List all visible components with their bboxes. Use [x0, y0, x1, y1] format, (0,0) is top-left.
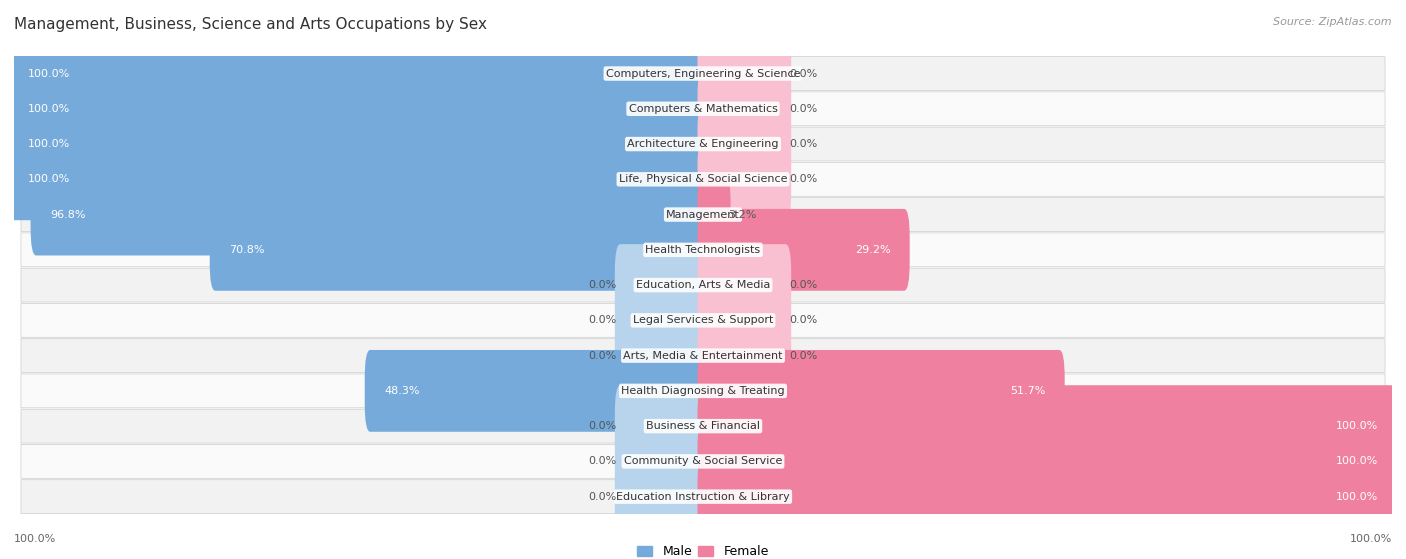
Text: Legal Services & Support: Legal Services & Support [633, 315, 773, 325]
FancyBboxPatch shape [31, 174, 709, 255]
Legend: Male, Female: Male, Female [633, 540, 773, 559]
FancyBboxPatch shape [614, 315, 709, 396]
FancyBboxPatch shape [697, 350, 1064, 432]
FancyBboxPatch shape [614, 420, 709, 503]
Text: Education Instruction & Library: Education Instruction & Library [616, 492, 790, 501]
Text: 0.0%: 0.0% [789, 350, 817, 361]
FancyBboxPatch shape [697, 456, 1398, 538]
FancyBboxPatch shape [697, 420, 1398, 503]
Text: Architecture & Engineering: Architecture & Engineering [627, 139, 779, 149]
FancyBboxPatch shape [21, 233, 1385, 267]
Text: Arts, Media & Entertainment: Arts, Media & Entertainment [623, 350, 783, 361]
FancyBboxPatch shape [21, 444, 1385, 479]
Text: 100.0%: 100.0% [28, 104, 70, 114]
FancyBboxPatch shape [21, 268, 1385, 302]
Text: 0.0%: 0.0% [789, 104, 817, 114]
Text: 0.0%: 0.0% [789, 174, 817, 184]
FancyBboxPatch shape [21, 92, 1385, 126]
Text: 100.0%: 100.0% [14, 534, 56, 544]
Text: Health Diagnosing & Treating: Health Diagnosing & Treating [621, 386, 785, 396]
Text: 0.0%: 0.0% [789, 280, 817, 290]
Text: 96.8%: 96.8% [49, 210, 86, 220]
Text: 0.0%: 0.0% [589, 456, 617, 466]
Text: Management, Business, Science and Arts Occupations by Sex: Management, Business, Science and Arts O… [14, 17, 486, 32]
FancyBboxPatch shape [697, 174, 731, 255]
Text: Life, Physical & Social Science: Life, Physical & Social Science [619, 174, 787, 184]
FancyBboxPatch shape [21, 409, 1385, 443]
Text: 0.0%: 0.0% [589, 492, 617, 501]
FancyBboxPatch shape [697, 385, 1398, 467]
Text: 3.2%: 3.2% [728, 210, 756, 220]
Text: 51.7%: 51.7% [1010, 386, 1046, 396]
Text: 100.0%: 100.0% [28, 139, 70, 149]
Text: 0.0%: 0.0% [589, 280, 617, 290]
FancyBboxPatch shape [21, 339, 1385, 372]
Text: 70.8%: 70.8% [229, 245, 264, 255]
FancyBboxPatch shape [697, 68, 792, 150]
Text: Community & Social Service: Community & Social Service [624, 456, 782, 466]
Text: 100.0%: 100.0% [1350, 534, 1392, 544]
Text: Computers & Mathematics: Computers & Mathematics [628, 104, 778, 114]
Text: Source: ZipAtlas.com: Source: ZipAtlas.com [1274, 17, 1392, 27]
Text: 48.3%: 48.3% [384, 386, 419, 396]
FancyBboxPatch shape [614, 280, 709, 361]
FancyBboxPatch shape [209, 209, 709, 291]
Text: Health Technologists: Health Technologists [645, 245, 761, 255]
FancyBboxPatch shape [364, 350, 709, 432]
Text: 100.0%: 100.0% [28, 174, 70, 184]
FancyBboxPatch shape [21, 127, 1385, 161]
FancyBboxPatch shape [697, 315, 792, 396]
FancyBboxPatch shape [697, 103, 792, 185]
FancyBboxPatch shape [614, 456, 709, 538]
FancyBboxPatch shape [21, 374, 1385, 408]
FancyBboxPatch shape [614, 244, 709, 326]
Text: Management: Management [666, 210, 740, 220]
FancyBboxPatch shape [697, 280, 792, 361]
FancyBboxPatch shape [21, 480, 1385, 514]
FancyBboxPatch shape [697, 32, 792, 115]
Text: 0.0%: 0.0% [589, 315, 617, 325]
FancyBboxPatch shape [21, 198, 1385, 231]
FancyBboxPatch shape [697, 139, 792, 220]
Text: 0.0%: 0.0% [789, 69, 817, 78]
FancyBboxPatch shape [697, 209, 910, 291]
Text: 0.0%: 0.0% [789, 315, 817, 325]
FancyBboxPatch shape [8, 32, 709, 115]
Text: 100.0%: 100.0% [1336, 456, 1378, 466]
Text: Business & Financial: Business & Financial [645, 421, 761, 431]
FancyBboxPatch shape [21, 304, 1385, 337]
Text: 100.0%: 100.0% [1336, 421, 1378, 431]
FancyBboxPatch shape [8, 139, 709, 220]
Text: 100.0%: 100.0% [28, 69, 70, 78]
Text: Education, Arts & Media: Education, Arts & Media [636, 280, 770, 290]
Text: 0.0%: 0.0% [789, 139, 817, 149]
Text: 100.0%: 100.0% [1336, 492, 1378, 501]
FancyBboxPatch shape [8, 103, 709, 185]
FancyBboxPatch shape [21, 56, 1385, 91]
Text: Computers, Engineering & Science: Computers, Engineering & Science [606, 69, 800, 78]
FancyBboxPatch shape [8, 68, 709, 150]
Text: 29.2%: 29.2% [855, 245, 890, 255]
FancyBboxPatch shape [697, 244, 792, 326]
Text: 0.0%: 0.0% [589, 350, 617, 361]
FancyBboxPatch shape [614, 385, 709, 467]
Text: 0.0%: 0.0% [589, 421, 617, 431]
FancyBboxPatch shape [21, 162, 1385, 196]
